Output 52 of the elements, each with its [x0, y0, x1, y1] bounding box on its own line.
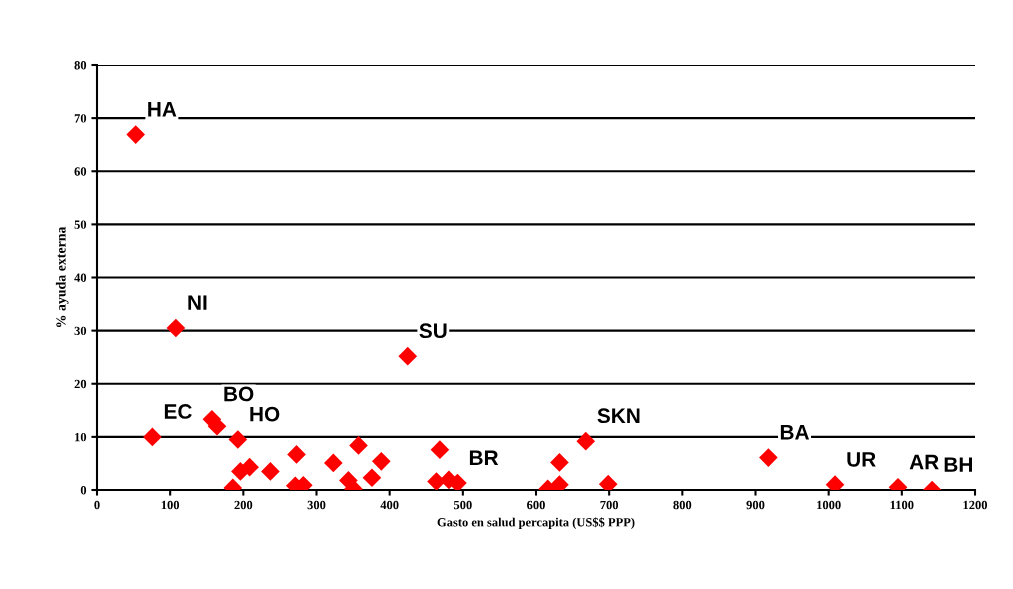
- annotation: HA: [148, 102, 177, 117]
- x-tick-label: 500: [453, 500, 472, 510]
- annotation: UR: [847, 452, 876, 467]
- point: [228, 430, 248, 449]
- annotation: SU: [419, 323, 447, 339]
- annotation: BO: [224, 386, 254, 402]
- point: [166, 318, 186, 338]
- point: [550, 453, 569, 472]
- y-axis-title: % ayuda externa: [55, 226, 69, 327]
- y-tick-label: 40: [74, 273, 87, 282]
- y-tick-label: 10: [75, 432, 87, 442]
- point: [287, 445, 306, 464]
- x-tick-label: 400: [380, 500, 399, 510]
- point: [240, 457, 259, 477]
- y-tick-label: 70: [74, 114, 87, 123]
- annotation: BA: [780, 425, 810, 440]
- point: [324, 453, 343, 473]
- point: [349, 436, 368, 455]
- x-tick-label: 700: [600, 500, 619, 510]
- x-tick-label: 600: [527, 500, 545, 510]
- annotation: HO: [250, 406, 280, 422]
- point: [143, 427, 162, 447]
- point: [126, 125, 146, 144]
- x-tick-label: 900: [746, 500, 765, 510]
- point: [576, 431, 596, 451]
- annotation: EC: [164, 404, 192, 419]
- annotation: SKN: [597, 408, 640, 424]
- y-tick-label: 80: [74, 61, 87, 70]
- point: [398, 346, 418, 366]
- x-tick-label: 1000: [817, 500, 841, 510]
- point: [261, 462, 280, 481]
- y-tick-label: 30: [74, 326, 87, 336]
- point: [372, 452, 391, 471]
- annotation: NI: [188, 295, 207, 310]
- y-tick-label: 0: [80, 486, 87, 495]
- point: [430, 440, 450, 459]
- annotation: BH: [944, 457, 972, 472]
- x-tick-label: 1100: [890, 500, 914, 510]
- x-tick-label: 200: [234, 500, 253, 510]
- x-tick-label: 0: [94, 500, 100, 510]
- y-tick-label: 20: [74, 379, 87, 389]
- y-tick-label: 50: [74, 220, 87, 229]
- y-tick-label: 60: [74, 167, 87, 176]
- x-tick-label: 100: [161, 500, 180, 510]
- x-axis-title: Gasto en salud percapita (US$$ PPP): [437, 517, 635, 530]
- x-tick-label: 300: [307, 500, 326, 510]
- annotation: BR: [469, 450, 499, 465]
- annotation: AR: [909, 454, 939, 470]
- x-tick-label: 800: [673, 500, 692, 510]
- x-tick-label: 1200: [963, 500, 988, 510]
- point: [362, 468, 382, 488]
- point: [759, 448, 778, 467]
